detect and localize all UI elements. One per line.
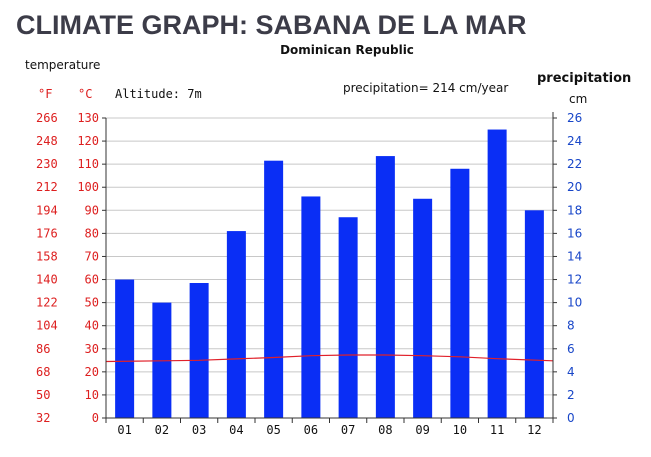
month-tick-label: 01 — [117, 423, 131, 437]
celsius-tick-label: 100 — [77, 180, 99, 194]
temperature-line-group — [105, 354, 554, 363]
precipitation-tick-label: 12 — [567, 273, 582, 287]
precipitation-tick-label: 20 — [567, 180, 582, 194]
celsius-tick-label: 110 — [77, 157, 99, 171]
fahrenheit-tick-label: 68 — [36, 365, 50, 379]
month-tick-label: 07 — [341, 423, 355, 437]
precipitation-bar — [115, 279, 135, 418]
precipitation-bar — [413, 198, 433, 418]
grid-lines — [106, 117, 553, 419]
precipitation-bar — [338, 217, 358, 418]
precipitation-bars — [115, 129, 544, 419]
fahrenheit-tick-label: 104 — [36, 319, 58, 333]
fahrenheit-tick-label: 212 — [36, 180, 58, 194]
temperature-line — [105, 354, 554, 363]
precipitation-tick-label: 8 — [567, 319, 575, 333]
precipitation-tick-label: 26 — [567, 111, 582, 125]
fahrenheit-tick-label: 86 — [36, 342, 50, 356]
fahrenheit-tick-label: 194 — [36, 203, 58, 217]
celsius-tick-label: 70 — [85, 249, 99, 263]
celsius-tick-label: 20 — [85, 365, 99, 379]
fahrenheit-tick-label: 158 — [36, 249, 58, 263]
celsius-tick-label: 40 — [85, 319, 99, 333]
fahrenheit-tick-label: 176 — [36, 226, 58, 240]
chart-subtitle: Dominican Republic — [280, 43, 414, 57]
precipitation-tick-label: 18 — [567, 203, 582, 217]
precipitation-tick-label: 2 — [567, 388, 575, 402]
fahrenheit-unit-label: °F — [38, 87, 52, 101]
celsius-unit-label: °C — [78, 87, 92, 101]
right-axis-title: precipitation — [537, 71, 631, 86]
precipitation-tick-label: 0 — [567, 411, 575, 425]
celsius-tick-label: 0 — [92, 411, 99, 425]
month-tick-label: 02 — [155, 423, 169, 437]
celsius-tick-label: 130 — [77, 111, 99, 125]
precipitation-bar — [189, 283, 209, 418]
precipitation-bar — [487, 129, 507, 419]
precipitation-bar — [450, 168, 470, 418]
fahrenheit-tick-label: 266 — [36, 111, 58, 125]
precipitation-tick-label: 24 — [567, 134, 582, 148]
precipitation-tick-label: 10 — [567, 296, 582, 310]
precipitation-tick-label: 16 — [567, 226, 582, 240]
precipitation-bar — [301, 196, 321, 418]
precipitation-tick-label: 14 — [567, 249, 582, 263]
month-tick-label: 09 — [415, 423, 429, 437]
celsius-tick-label: 120 — [77, 134, 99, 148]
celsius-tick-label: 50 — [85, 296, 99, 310]
right-axis-unit: cm — [569, 92, 587, 106]
month-tick-label: 03 — [192, 423, 206, 437]
month-tick-label: 05 — [266, 423, 280, 437]
precipitation-total: precipitation= 214 cm/year — [343, 81, 508, 95]
month-tick-label: 08 — [378, 423, 392, 437]
altitude-label: Altitude: 7m — [115, 87, 202, 101]
precipitation-bar — [226, 231, 246, 418]
fahrenheit-tick-label: 230 — [36, 157, 58, 171]
celsius-tick-label: 80 — [85, 226, 99, 240]
celsius-tick-label: 30 — [85, 342, 99, 356]
chart-title: CLIMATE GRAPH: SABANA DE LA MAR — [16, 10, 526, 40]
precipitation-tick-label: 6 — [567, 342, 575, 356]
fahrenheit-tick-label: 50 — [36, 388, 50, 402]
fahrenheit-tick-label: 32 — [36, 411, 50, 425]
celsius-tick-label: 90 — [85, 203, 99, 217]
celsius-tick-label: 10 — [85, 388, 99, 402]
month-tick-label: 06 — [304, 423, 318, 437]
month-tick-label: 11 — [490, 423, 504, 437]
month-tick-label: 10 — [453, 423, 467, 437]
celsius-tick-label: 60 — [85, 273, 99, 287]
fahrenheit-tick-label: 122 — [36, 296, 58, 310]
left-axis-title: temperature — [25, 58, 100, 72]
precipitation-tick-label: 22 — [567, 157, 582, 171]
precipitation-bar — [375, 156, 395, 419]
precipitation-bar — [524, 210, 544, 418]
fahrenheit-tick-label: 248 — [36, 134, 58, 148]
fahrenheit-tick-label: 140 — [36, 273, 58, 287]
precipitation-tick-label: 4 — [567, 365, 575, 379]
chart-axes — [102, 112, 557, 423]
month-tick-label: 04 — [229, 423, 243, 437]
precipitation-bar — [264, 160, 284, 418]
month-tick-label: 12 — [527, 423, 541, 437]
